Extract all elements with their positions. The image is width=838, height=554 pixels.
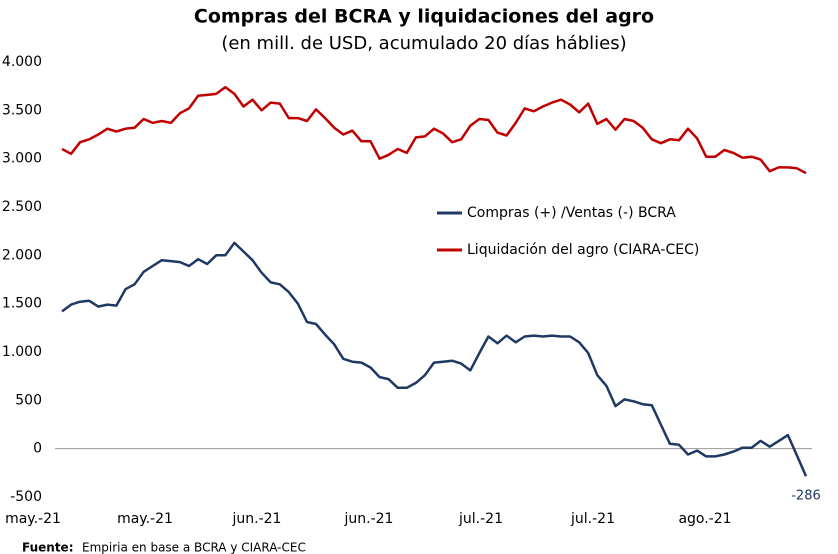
chart-title: Compras del BCRA y liquidaciones del agr… bbox=[194, 6, 654, 28]
y-tick-label: 1.500 bbox=[2, 296, 42, 312]
y-tick-label: 4.000 bbox=[2, 54, 42, 70]
y-tick-label: -500 bbox=[10, 489, 42, 505]
x-tick-label: may.-21 bbox=[5, 511, 61, 527]
x-tick-label: jul.-21 bbox=[570, 511, 615, 527]
y-tick-label: 2.500 bbox=[2, 199, 42, 215]
chart-subtitle: (en mill. de USD, acumulado 20 días hábl… bbox=[221, 33, 626, 54]
source: Empiria en base a BCRA y CIARA-CEC bbox=[82, 541, 306, 554]
y-tick-label: 3.500 bbox=[2, 102, 42, 118]
y-tick-label: 2.000 bbox=[2, 247, 42, 263]
series-line bbox=[61, 241, 808, 477]
y-tick-label: 0 bbox=[33, 441, 42, 457]
x-tick-label: may.-21 bbox=[117, 511, 173, 527]
x-tick-label: jul.-21 bbox=[458, 511, 503, 527]
series-line bbox=[61, 85, 807, 175]
y-tick-label: 3.000 bbox=[2, 151, 42, 167]
source-label: Fuente: bbox=[22, 541, 74, 554]
x-tick-label: jun.-21 bbox=[344, 511, 394, 527]
y-tick-label: 1.000 bbox=[2, 344, 42, 360]
x-tick-label: ago.-21 bbox=[678, 511, 731, 527]
legend-label: Liquidación del agro (CIARA-CEC) bbox=[467, 242, 699, 258]
y-tick-label: 500 bbox=[15, 392, 42, 408]
end-value-label: -286 bbox=[791, 489, 821, 504]
legend-label: Compras (+) /Ventas (-) BCRA bbox=[467, 205, 676, 221]
x-tick-label: jun.-21 bbox=[232, 511, 282, 527]
